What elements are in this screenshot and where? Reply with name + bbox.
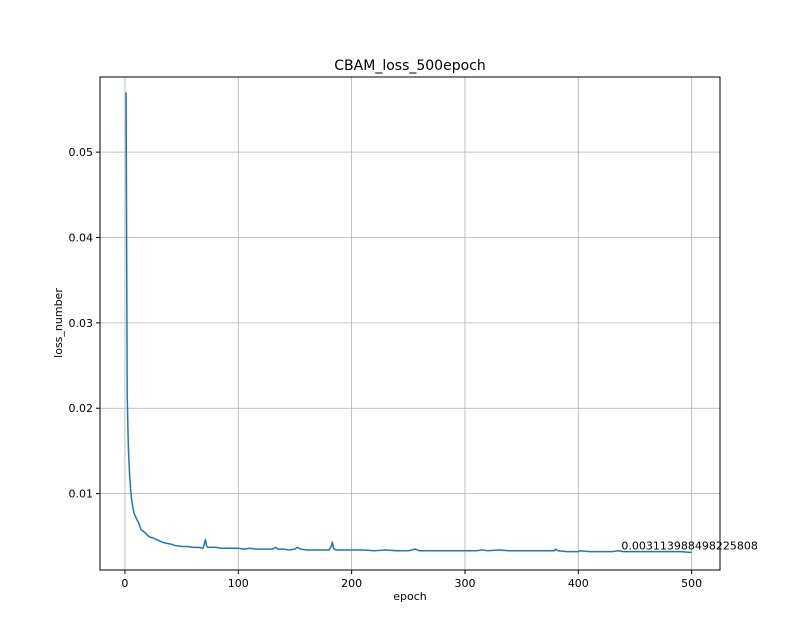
plot-area-frame (99, 76, 721, 571)
grid-lines (100, 77, 720, 570)
x-tick-label: 200 (341, 577, 362, 590)
series-layer (125, 92, 692, 554)
y-tick-label: 0.04 (69, 231, 94, 244)
y-tick-label: 0.03 (69, 317, 94, 330)
final-loss-annotation: 0.003113988498225808 (621, 540, 757, 553)
loss-series-line (125, 92, 692, 554)
y-axis-label: loss_number (52, 288, 65, 358)
y-tick-label: 0.02 (69, 402, 94, 415)
y-tick-label: 0.01 (69, 488, 94, 501)
x-tick-label: 100 (228, 577, 249, 590)
x-tick-label: 0 (121, 577, 128, 590)
x-tick-label: 300 (454, 577, 475, 590)
chart-title: CBAM_loss_500epoch (334, 58, 485, 74)
y-tick-label: 0.05 (69, 146, 94, 159)
x-tick-label: 500 (681, 577, 702, 590)
x-axis-label: epoch (393, 590, 427, 603)
axis-ticks: 0 100 200 300 400 500 0.01 0.02 0.03 0.04 0.05 (69, 146, 703, 590)
x-tick-label: 400 (568, 577, 589, 590)
